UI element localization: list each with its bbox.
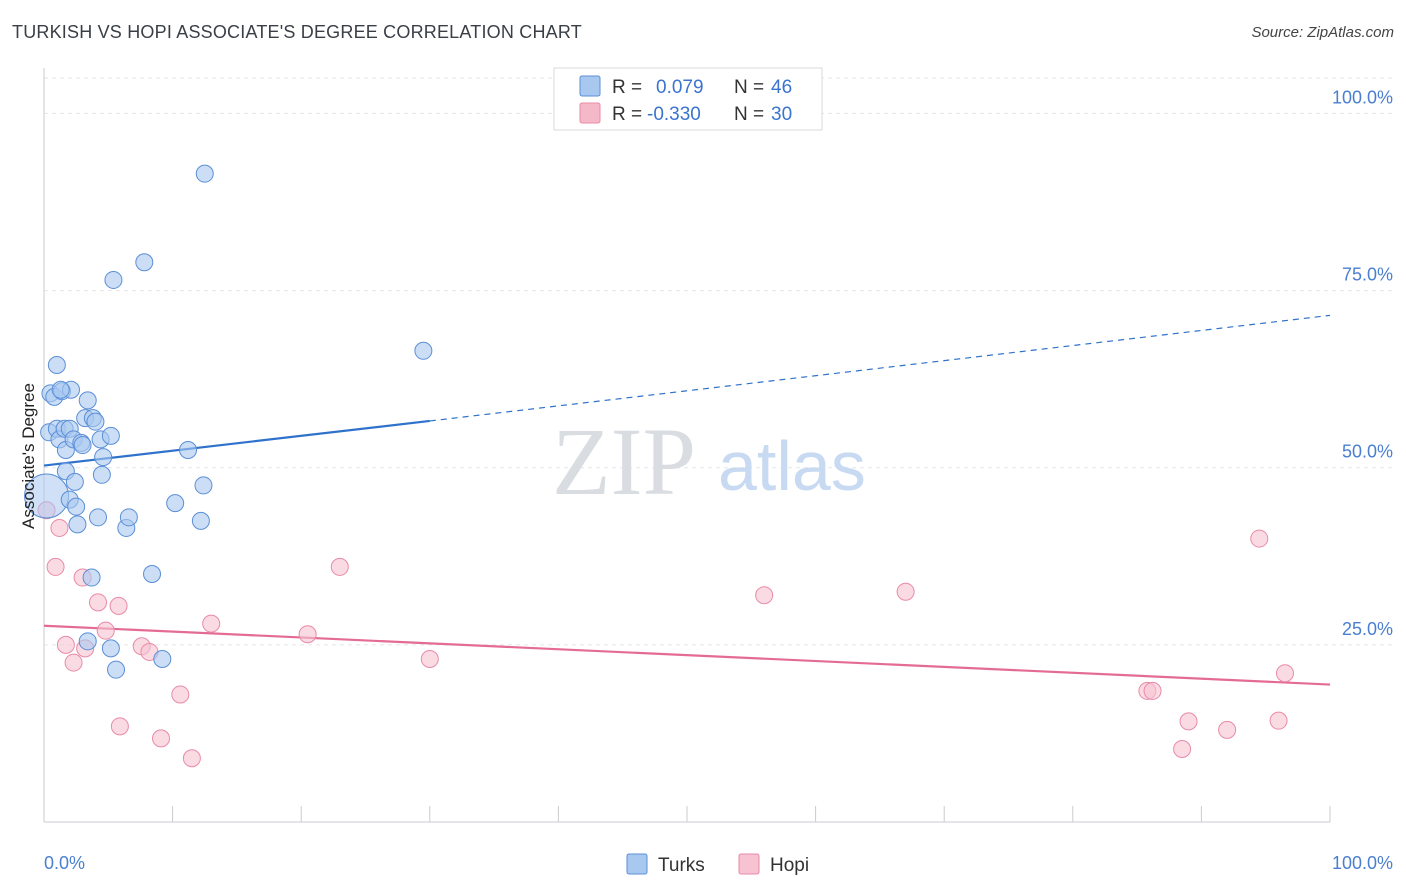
hopi-point <box>152 729 171 748</box>
hopi-point <box>50 518 69 537</box>
y-tick-label: 50.0% <box>1342 442 1393 462</box>
hopi-point <box>202 614 221 633</box>
hopi-point <box>109 596 128 615</box>
hopi-point <box>1275 664 1294 683</box>
turks-point <box>166 494 185 513</box>
x-tick-label: 0.0% <box>44 853 85 873</box>
turks-point <box>191 511 210 530</box>
hopi-point <box>330 557 349 576</box>
hopi-point <box>89 593 108 612</box>
turks-point <box>194 476 213 495</box>
turks-point <box>47 355 66 374</box>
y-tick-label: 25.0% <box>1342 619 1393 639</box>
hopi-point <box>46 557 65 576</box>
chart-title: TURKISH VS HOPI ASSOCIATE'S DEGREE CORRE… <box>12 22 582 42</box>
watermark-zip: ZIP <box>552 408 696 515</box>
hopi-point <box>171 685 190 704</box>
turks-point <box>101 639 120 658</box>
y-tick-label: 75.0% <box>1342 265 1393 285</box>
turks-point <box>104 270 123 289</box>
turks-point <box>78 632 97 651</box>
hopi-point <box>64 653 83 672</box>
turks-point <box>101 426 120 445</box>
stats-legend: R = 0.079 N = 46 R = -0.330 N = 30 <box>553 67 823 131</box>
legend-r-value-hopi: -0.330 <box>647 104 701 125</box>
hopi-point <box>56 635 75 654</box>
hopi-point <box>755 586 774 605</box>
watermark: ZIP atlas <box>552 408 866 515</box>
turks-point <box>153 650 172 669</box>
x-tick-labels: 0.0% 100.0% <box>44 853 1393 873</box>
hopi-point <box>1269 711 1288 730</box>
turks-point <box>92 465 111 484</box>
hopi-point <box>110 717 129 736</box>
hopi-point <box>298 625 317 644</box>
y-tick-labels: 25.0% 50.0% 75.0% 100.0% <box>1332 87 1393 638</box>
legend-r-value-turks: 0.079 <box>656 77 704 98</box>
legend-r-label-turks: R = <box>612 77 642 98</box>
legend-r-label-hopi: R = <box>612 104 642 125</box>
chart-source: Source: ZipAtlas.com <box>1251 24 1394 41</box>
hopi-point <box>1179 712 1198 731</box>
series-legend: Turks Hopi <box>626 853 809 876</box>
hopi-point <box>420 650 439 669</box>
bottom-legend-swatch-hopi <box>738 853 760 875</box>
watermark-atlas: atlas <box>718 427 866 505</box>
legend-n-value-turks: 46 <box>771 77 792 98</box>
turks-point <box>68 515 87 534</box>
turks-point <box>78 391 97 410</box>
axes <box>43 68 1331 823</box>
turks-points <box>24 164 433 679</box>
legend-n-label-turks: N = <box>734 77 764 98</box>
bottom-legend-hopi: Hopi <box>770 855 809 876</box>
legend-swatch-turks <box>579 75 601 97</box>
hopi-point <box>1143 681 1162 700</box>
turks-point <box>195 164 214 183</box>
turks-point <box>143 565 162 583</box>
bottom-legend-turks: Turks <box>658 855 705 876</box>
turks-point <box>107 660 126 679</box>
turks-point <box>65 472 84 491</box>
turks-point <box>135 253 154 272</box>
turks-point <box>89 508 108 527</box>
legend-n-value-hopi: 30 <box>771 104 792 125</box>
turks-point <box>86 412 105 431</box>
bottom-legend-swatch-turks <box>626 853 648 875</box>
hopi-point <box>1250 529 1269 548</box>
turks-point <box>94 448 113 467</box>
legend-n-label-hopi: N = <box>734 104 764 125</box>
hopi-point <box>896 582 915 601</box>
turks-point <box>414 341 433 360</box>
hopi-point <box>1173 740 1192 759</box>
turks-point <box>73 436 92 455</box>
legend-swatch-hopi <box>579 102 601 124</box>
x-tick-label: 100.0% <box>1332 853 1393 873</box>
turks-point <box>179 441 198 459</box>
turks-point <box>82 568 101 587</box>
y-axis-label: Associate's Degree <box>19 383 38 529</box>
turks-point <box>51 380 70 399</box>
gridlines <box>44 77 1392 646</box>
hopi-point <box>96 621 115 640</box>
hopi-point <box>182 749 201 768</box>
hopi-trend-line <box>43 624 1331 686</box>
turks-trend-extension <box>429 314 1331 422</box>
turks-point <box>67 497 86 516</box>
y-tick-label: 100.0% <box>1332 87 1393 107</box>
turks-point <box>119 508 138 527</box>
hopi-point <box>1218 720 1237 739</box>
